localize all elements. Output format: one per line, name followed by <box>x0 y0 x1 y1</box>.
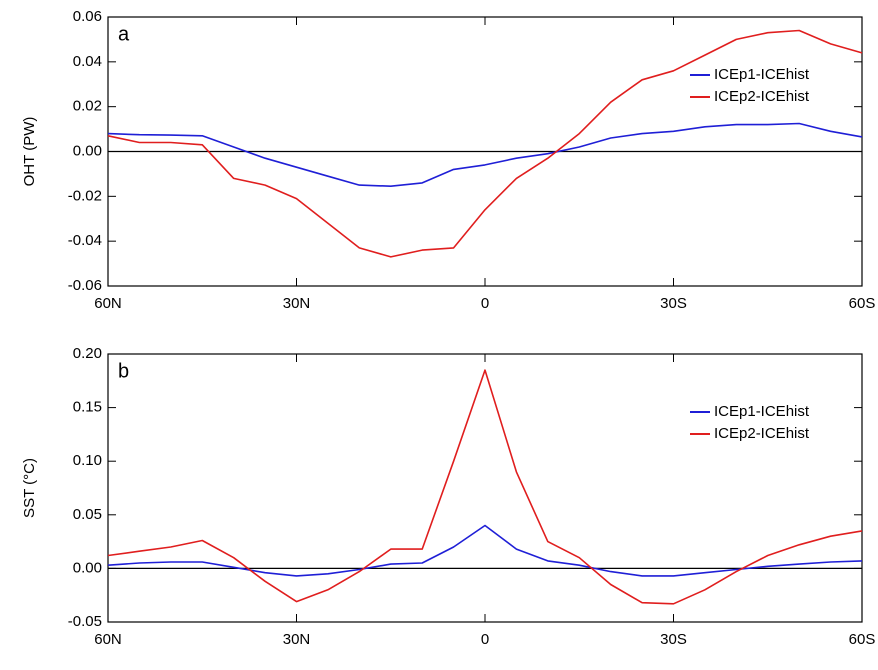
plot-frame <box>107 16 863 287</box>
legend-label: ICEp1-ICEhist <box>714 403 810 420</box>
x-tick-label: 60N <box>94 631 122 648</box>
x-tick-label: 0 <box>481 295 489 312</box>
legend-label: ICEp2-ICEhist <box>714 88 810 105</box>
legend-label: ICEp2-ICEhist <box>714 425 810 442</box>
panel-label: a <box>118 23 130 45</box>
y-tick-label: -0.05 <box>68 613 102 630</box>
y-tick-label: 0.10 <box>73 452 102 469</box>
x-tick-label: 60S <box>849 631 876 648</box>
y-axis-label: OHT (PW) <box>21 117 38 187</box>
y-tick-label: 0.02 <box>73 98 102 115</box>
legend-label: ICEp1-ICEhist <box>714 66 810 83</box>
series-line <box>107 29 863 258</box>
y-tick-label: -0.02 <box>68 187 102 204</box>
x-tick-label: 0 <box>481 631 489 648</box>
x-tick-label: 30S <box>660 631 687 648</box>
y-tick-label: 0.05 <box>73 506 102 523</box>
y-tick-label: 0.15 <box>73 399 102 416</box>
x-tick-label: 30N <box>283 631 311 648</box>
x-tick-label: 30S <box>660 295 687 312</box>
y-tick-label: 0.20 <box>73 345 102 362</box>
y-tick-label: -0.04 <box>68 232 102 249</box>
x-tick-label: 30N <box>283 295 311 312</box>
y-tick-label: -0.06 <box>68 277 102 294</box>
y-tick-label: 0.00 <box>73 559 102 576</box>
series-line <box>107 122 863 187</box>
y-tick-label: 0.04 <box>73 53 102 70</box>
y-tick-label: 0.00 <box>73 142 102 159</box>
panel-label: b <box>118 360 129 382</box>
series-line <box>107 524 863 577</box>
y-tick-label: 0.06 <box>73 8 102 25</box>
series-line <box>107 369 863 605</box>
x-tick-label: 60N <box>94 295 122 312</box>
plot-frame <box>107 353 863 623</box>
x-tick-label: 60S <box>849 295 876 312</box>
y-axis-label: SST (°C) <box>21 458 38 518</box>
